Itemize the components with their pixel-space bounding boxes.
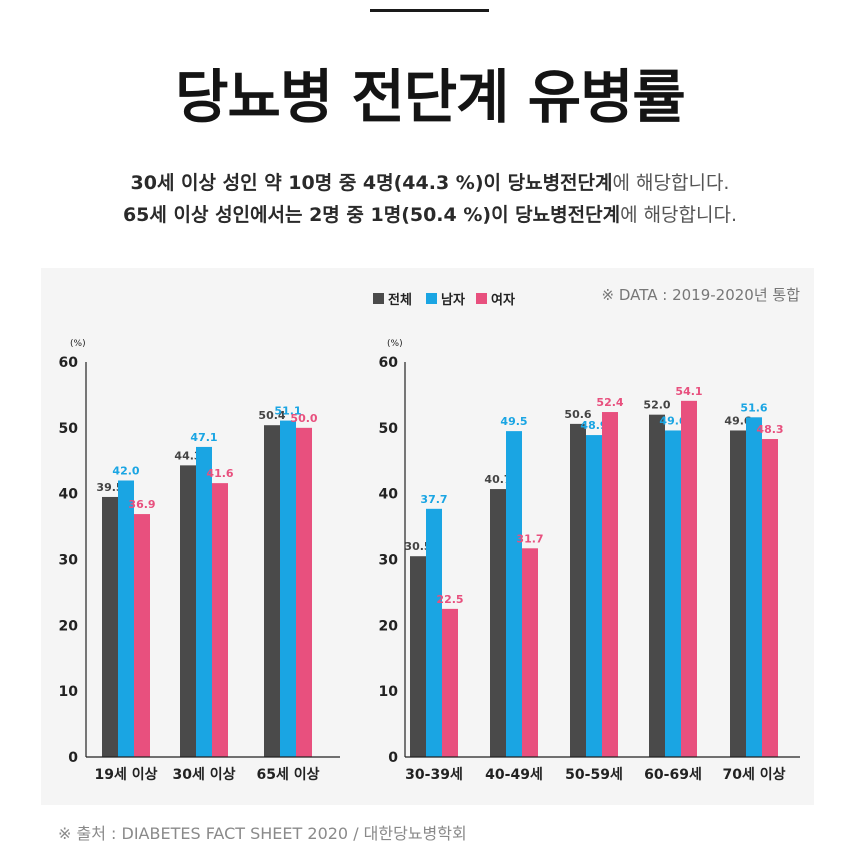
- chart-2-ytick-60: 60: [379, 355, 399, 371]
- chart-1-value-label-1-3: 36.9: [128, 498, 155, 511]
- chart-2-bar-3-1: [570, 423, 586, 757]
- subtitle-line-2-rest: 에 해당합니다.: [620, 204, 738, 226]
- chart-2-value-label-5-1: 49.6: [724, 414, 751, 427]
- chart-1-ytick-10: 10: [59, 684, 79, 700]
- chart-2-bar-4-2: [665, 430, 681, 757]
- chart-2-category-label-3: 50-59세: [565, 767, 623, 783]
- chart-1-value-label-1-1: 39.5: [96, 481, 123, 494]
- chart-2-value-label-4-3: 54.1: [675, 385, 702, 398]
- chart-1-bar-3-2: [280, 420, 296, 757]
- chart-2-bar-3-2: [586, 435, 602, 757]
- chart-1-bar-2-2: [196, 446, 212, 757]
- legend-label-2: 남자: [441, 292, 465, 308]
- chart-1-ytick-30: 30: [59, 553, 79, 569]
- chart-1-value-label-2-3: 41.6: [206, 467, 233, 480]
- chart-1-value-label-3-3: 50.0: [290, 412, 317, 425]
- chart-2-value-label-1-3: 22.5: [436, 593, 463, 606]
- legend-label-1: 전체: [388, 292, 412, 308]
- subtitle-line-1-rest: 에 해당합니다.: [612, 172, 730, 194]
- chart-1-bar-3-3: [296, 427, 312, 757]
- chart-1-value-label-2-2: 47.1: [190, 431, 217, 444]
- chart-1-value-label-3-2: 51.1: [274, 405, 301, 418]
- chart-1-category-label-3: 65세 이상: [257, 766, 320, 783]
- chart-2-unit-label: (%): [387, 339, 403, 349]
- chart-1-value-label-2-1: 44.3: [174, 449, 201, 462]
- chart-2-category-label-4: 60-69세: [644, 767, 702, 783]
- chart-2-bar-5-1: [730, 430, 746, 757]
- chart-1-ytick-50: 50: [59, 421, 79, 437]
- chart-1-ytick-0: 0: [68, 750, 78, 766]
- chart-2-ytick-20: 20: [379, 618, 399, 634]
- subtitle-line-2: 65세 이상 성인에서는 2명 중 1명(50.4 %)이 당뇨병전단계에 해당…: [0, 200, 860, 227]
- chart-2-value-label-5-2: 51.6: [740, 401, 767, 414]
- chart-2-bar-5-3: [762, 439, 778, 757]
- chart-1-bar-1-3: [134, 514, 150, 757]
- chart-2-bar-5-2: [746, 417, 762, 757]
- chart-2-ytick-50: 50: [379, 421, 399, 437]
- chart-2-bar-1-3: [442, 608, 458, 757]
- chart-2-value-label-3-2: 48.9: [580, 419, 607, 432]
- chart-2-bar-2-3: [522, 548, 538, 757]
- chart-2-category-label-2: 40-49세: [485, 767, 543, 783]
- chart-2-value-label-3-1: 50.6: [564, 408, 591, 421]
- chart-2-value-label-1-1: 30.5: [404, 540, 431, 553]
- chart-2-category-label-5: 70세 이상: [723, 766, 786, 783]
- chart-2-bar-4-3: [681, 400, 697, 757]
- legend-swatch-3: [476, 293, 487, 304]
- chart-1-bar-3-1: [264, 425, 280, 757]
- chart-2-value-label-2-2: 49.5: [500, 415, 527, 428]
- top-divider: [370, 9, 489, 12]
- chart-1-value-label-3-1: 50.4: [258, 409, 285, 422]
- chart-1-category-label-1: 19세 이상: [95, 766, 158, 783]
- chart-2-value-label-3-3: 52.4: [596, 396, 623, 409]
- chart-1-ytick-40: 40: [59, 487, 79, 503]
- chart-2-ytick-0: 0: [388, 750, 398, 766]
- chart-1-category-label-2: 30세 이상: [173, 766, 236, 783]
- chart-2-ytick-10: 10: [379, 684, 399, 700]
- subtitle-line-1: 30세 이상 성인 약 10명 중 4명(44.3 %)이 당뇨병전단계에 해당…: [0, 168, 860, 195]
- chart-1-unit-label: (%): [70, 339, 86, 349]
- legend-swatch-1: [373, 293, 384, 304]
- chart-2-bar-2-1: [490, 489, 506, 757]
- chart-1-ytick-20: 20: [59, 618, 79, 634]
- chart-1-bar-2-1: [180, 465, 196, 757]
- chart-2-value-label-5-3: 48.3: [756, 423, 783, 436]
- chart-2-bar-1-1: [410, 556, 426, 757]
- chart-2-ytick-30: 30: [379, 553, 399, 569]
- data-note: ※ DATA : 2019-2020년 통합: [602, 286, 801, 304]
- chart-2-value-label-2-1: 40.7: [484, 473, 511, 486]
- page-title: 당뇨병 전단계 유병률: [175, 63, 686, 131]
- legend-swatch-2: [426, 293, 437, 304]
- chart-2-bar-2-2: [506, 431, 522, 757]
- chart-2-value-label-4-2: 49.6: [659, 414, 686, 427]
- chart-1-bar-1-1: [102, 496, 118, 757]
- chart-2-value-label-1-2: 37.7: [420, 493, 447, 506]
- subtitle-line-1-bold: 30세 이상 성인 약 10명 중 4명(44.3 %)이 당뇨병전단계: [130, 172, 613, 194]
- source-note: ※ 출처 : DIABETES FACT SHEET 2020 / 대한당뇨병학…: [58, 824, 467, 843]
- subtitle-line-2-bold: 65세 이상 성인에서는 2명 중 1명(50.4 %)이 당뇨병전단계: [122, 204, 621, 226]
- chart-2-category-label-1: 30-39세: [405, 767, 463, 783]
- chart-1-value-label-1-2: 42.0: [112, 465, 139, 478]
- chart-1-ytick-60: 60: [59, 355, 79, 371]
- legend-label-3: 여자: [491, 292, 515, 308]
- chart-2-value-label-4-1: 52.0: [643, 399, 670, 412]
- chart-1-bar-2-3: [212, 483, 228, 757]
- chart-2-bar-4-1: [649, 414, 665, 757]
- chart-2-bar-3-3: [602, 412, 618, 757]
- chart-1-bar-1-2: [118, 480, 134, 757]
- chart-2-bar-1-2: [426, 508, 442, 757]
- chart-2-ytick-40: 40: [379, 487, 399, 503]
- chart-2-value-label-2-3: 31.7: [516, 532, 543, 545]
